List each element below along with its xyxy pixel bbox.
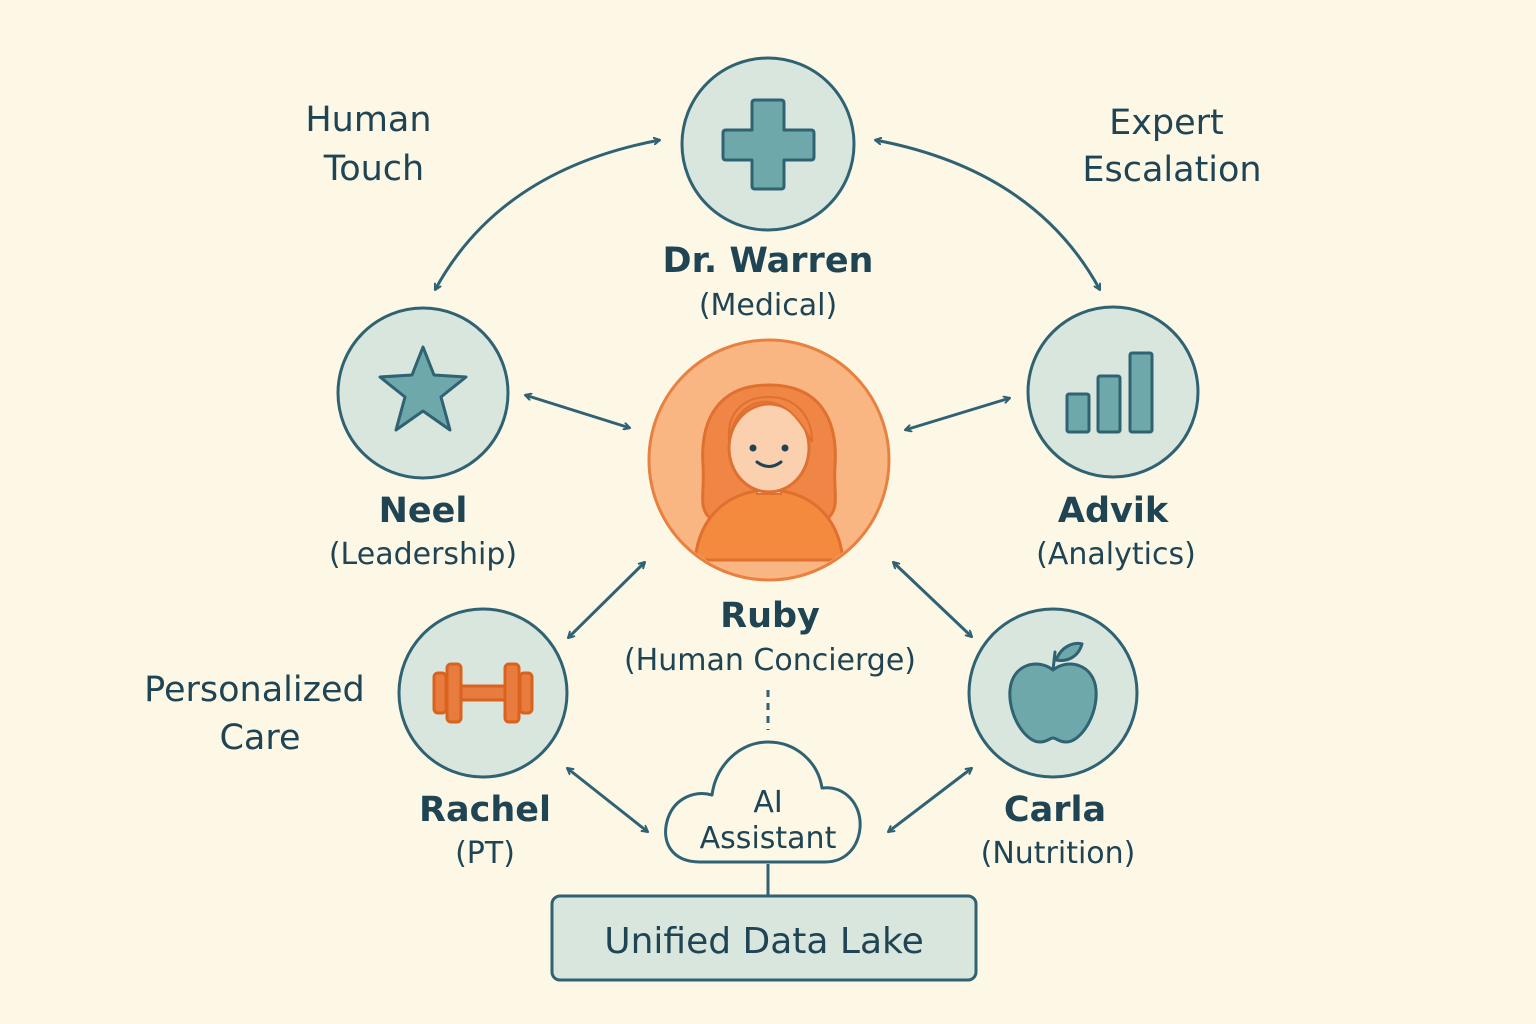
node-role: (Leadership)	[329, 537, 517, 572]
node-warren: Dr. Warren (Medical)	[663, 56, 874, 323]
node-name: Dr. Warren	[663, 241, 874, 281]
dumbbell-icon	[432, 662, 534, 724]
data-lake: Unified Data Lake	[550, 894, 978, 982]
connectors	[433, 140, 1102, 896]
node-carla: Carla (Nutrition)	[967, 607, 1139, 871]
star-icon	[378, 345, 468, 432]
arrow-neel-ruby	[525, 395, 630, 428]
node-name: Rachel	[419, 790, 551, 830]
arrow-ruby-carla	[891, 560, 974, 639]
node-role: (Human Concierge)	[624, 643, 916, 678]
bar-chart-icon	[1065, 351, 1154, 434]
arrow-rachel-ai	[567, 766, 648, 834]
cloud-icon	[664, 740, 862, 864]
ai-assistant: AI Assistant	[664, 740, 862, 864]
ai-label-line-1: AI	[753, 785, 782, 820]
node-name: Advik	[1058, 491, 1169, 531]
node-ruby: Ruby (Human Concierge)	[624, 338, 916, 678]
arc-warren-neel	[433, 140, 660, 290]
apple-icon	[1008, 641, 1098, 744]
theme-human-touch: Human Touch	[305, 100, 442, 189]
node-name: Carla	[1004, 790, 1106, 830]
woman-avatar-icon	[693, 383, 845, 562]
node-rachel: Rachel (PT)	[397, 607, 569, 871]
arc-warren-advik	[875, 140, 1102, 290]
node-role: (Nutrition)	[981, 836, 1136, 871]
node-name: Ruby	[720, 596, 820, 636]
medical-cross-icon	[721, 98, 816, 191]
data-lake-label: Unified Data Lake	[604, 921, 924, 962]
theme-expert-escalation: Expert Escalation	[1082, 103, 1261, 190]
node-neel: Neel (Leadership)	[329, 306, 517, 572]
arrow-advik-ruby	[905, 398, 1010, 430]
node-role: (Analytics)	[1036, 537, 1196, 572]
node-advik: Advik (Analytics)	[1026, 305, 1200, 572]
arrow-carla-ai	[888, 766, 972, 834]
arrow-ruby-rachel	[566, 560, 647, 640]
node-name: Neel	[379, 491, 468, 531]
node-role: (PT)	[455, 836, 515, 871]
ai-label-line-2: Assistant	[700, 821, 837, 856]
theme-personalized-care: Personalized Care	[144, 670, 376, 758]
node-role: (Medical)	[699, 288, 837, 323]
